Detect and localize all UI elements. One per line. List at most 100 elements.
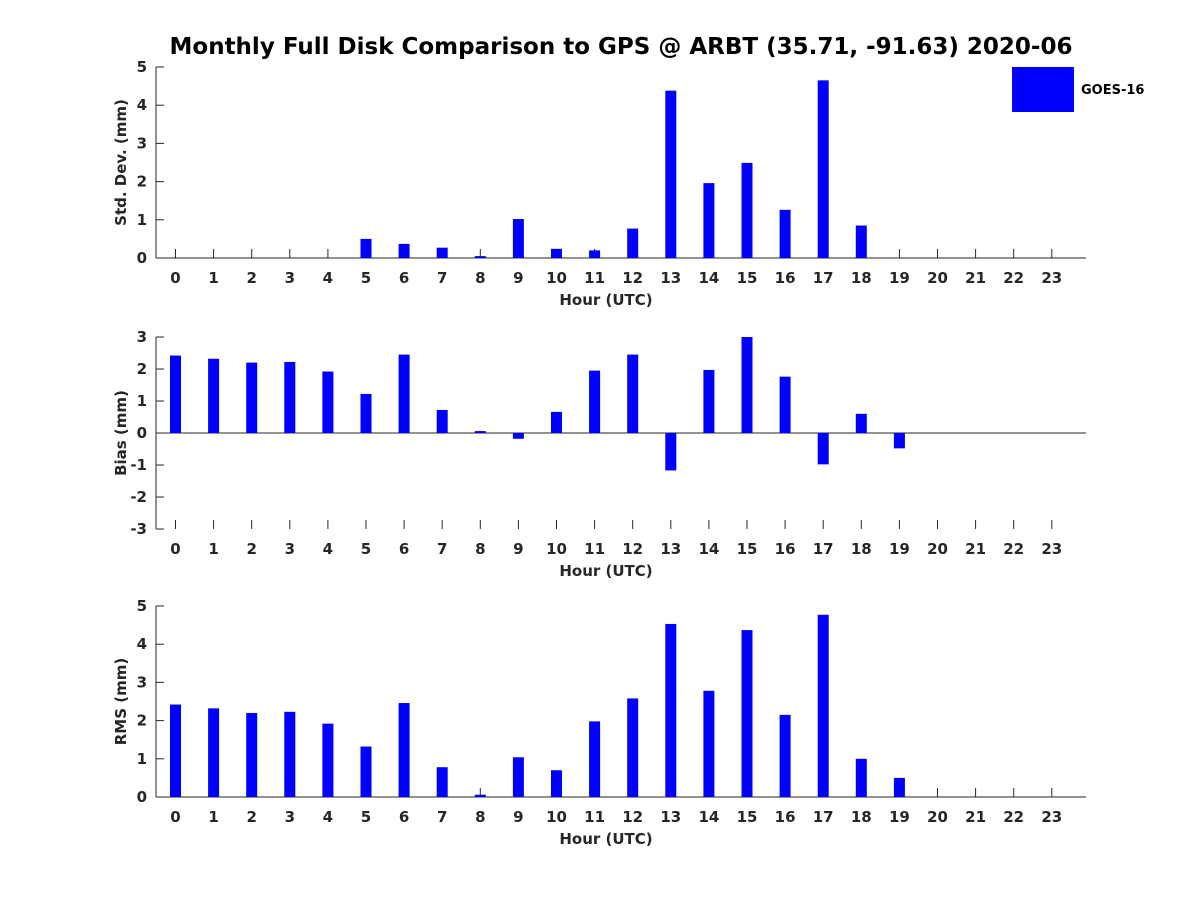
bar bbox=[665, 623, 677, 797]
legend: GOES-16 bbox=[1012, 67, 1144, 112]
x-tick-label: 1 bbox=[208, 269, 218, 287]
x-tick-label: 4 bbox=[323, 808, 333, 826]
x-tick-label: 5 bbox=[361, 540, 371, 558]
x-tick-label: 14 bbox=[698, 808, 719, 826]
bar bbox=[208, 358, 220, 433]
bar bbox=[246, 712, 258, 797]
bar bbox=[360, 238, 372, 258]
bar bbox=[322, 723, 334, 797]
x-tick-label: 3 bbox=[285, 540, 295, 558]
x-tick-label: 5 bbox=[361, 808, 371, 826]
x-tick-label: 20 bbox=[927, 540, 948, 558]
bar bbox=[703, 690, 715, 797]
x-tick-label: 15 bbox=[737, 808, 758, 826]
bar bbox=[360, 393, 372, 433]
x-tick-label: 17 bbox=[813, 808, 834, 826]
x-tick-label: 18 bbox=[851, 269, 872, 287]
x-axis-label: Hour (UTC) bbox=[559, 291, 652, 309]
y-tick-label: 3 bbox=[137, 328, 147, 346]
y-tick-label: 3 bbox=[137, 134, 147, 152]
x-tick-label: 21 bbox=[965, 269, 986, 287]
x-tick-label: 11 bbox=[584, 269, 605, 287]
x-tick-label: 16 bbox=[775, 808, 796, 826]
x-tick-label: 21 bbox=[965, 540, 986, 558]
legend-label: GOES-16 bbox=[1081, 83, 1144, 98]
bar bbox=[627, 698, 639, 797]
bar bbox=[703, 369, 715, 433]
bar bbox=[893, 433, 905, 449]
y-tick-label: 2 bbox=[137, 360, 147, 378]
x-tick-label: 15 bbox=[737, 269, 758, 287]
x-tick-label: 14 bbox=[698, 269, 719, 287]
x-tick-label: 14 bbox=[698, 540, 719, 558]
bar bbox=[589, 721, 601, 797]
y-tick-label: -3 bbox=[130, 520, 147, 538]
bar bbox=[589, 370, 601, 433]
bar bbox=[627, 228, 639, 258]
x-tick-label: 20 bbox=[927, 808, 948, 826]
bar bbox=[398, 243, 410, 258]
bar bbox=[703, 183, 715, 258]
bar bbox=[360, 746, 372, 797]
x-tick-label: 0 bbox=[170, 540, 180, 558]
x-tick-label: 3 bbox=[285, 269, 295, 287]
bar bbox=[855, 413, 867, 433]
x-tick-label: 8 bbox=[475, 808, 485, 826]
x-tick-label: 10 bbox=[546, 540, 567, 558]
bar bbox=[208, 708, 220, 797]
bar bbox=[779, 209, 791, 258]
bar bbox=[474, 794, 486, 797]
x-tick-label: 7 bbox=[437, 269, 447, 287]
x-tick-label: 19 bbox=[889, 540, 910, 558]
y-tick-label: 2 bbox=[137, 712, 147, 730]
x-tick-label: 13 bbox=[660, 808, 681, 826]
x-tick-label: 10 bbox=[546, 269, 567, 287]
x-tick-label: 12 bbox=[622, 269, 643, 287]
bar bbox=[589, 250, 601, 258]
bar bbox=[512, 757, 524, 797]
y-tick-label: 3 bbox=[137, 673, 147, 691]
y-tick-label: 2 bbox=[137, 173, 147, 191]
x-tick-label: 0 bbox=[170, 808, 180, 826]
bar bbox=[512, 433, 524, 439]
x-tick-label: 22 bbox=[1003, 269, 1024, 287]
x-tick-label: 12 bbox=[622, 808, 643, 826]
bar bbox=[779, 714, 791, 797]
bar bbox=[474, 431, 486, 433]
y-tick-label: 5 bbox=[137, 597, 147, 615]
x-tick-label: 4 bbox=[323, 269, 333, 287]
x-tick-label: 18 bbox=[851, 808, 872, 826]
x-tick-label: 17 bbox=[813, 269, 834, 287]
x-tick-label: 6 bbox=[399, 540, 409, 558]
y-tick-label: -2 bbox=[130, 488, 147, 506]
bar bbox=[741, 162, 753, 258]
y-tick-label: 1 bbox=[137, 211, 147, 229]
x-tick-label: 23 bbox=[1041, 808, 1062, 826]
y-tick-label: 1 bbox=[137, 392, 147, 410]
x-tick-label: 22 bbox=[1003, 540, 1024, 558]
x-tick-label: 8 bbox=[475, 540, 485, 558]
x-tick-label: 7 bbox=[437, 540, 447, 558]
bar bbox=[436, 409, 448, 433]
x-tick-label: 11 bbox=[584, 540, 605, 558]
x-tick-label: 13 bbox=[660, 540, 681, 558]
bar bbox=[474, 256, 486, 258]
x-tick-label: 23 bbox=[1041, 540, 1062, 558]
x-axis-label: Hour (UTC) bbox=[559, 830, 652, 848]
y-tick-label: 4 bbox=[137, 96, 147, 114]
y-axis-label: Std. Dev. (mm) bbox=[112, 99, 130, 226]
x-tick-label: 17 bbox=[813, 540, 834, 558]
x-tick-label: 9 bbox=[513, 808, 523, 826]
bar bbox=[398, 703, 410, 797]
x-axis-label: Hour (UTC) bbox=[559, 562, 652, 580]
bar bbox=[817, 80, 829, 259]
x-tick-label: 16 bbox=[775, 269, 796, 287]
x-tick-label: 8 bbox=[475, 269, 485, 287]
bar bbox=[170, 704, 181, 797]
bar bbox=[665, 433, 677, 471]
x-tick-label: 6 bbox=[399, 269, 409, 287]
x-tick-label: 18 bbox=[851, 540, 872, 558]
